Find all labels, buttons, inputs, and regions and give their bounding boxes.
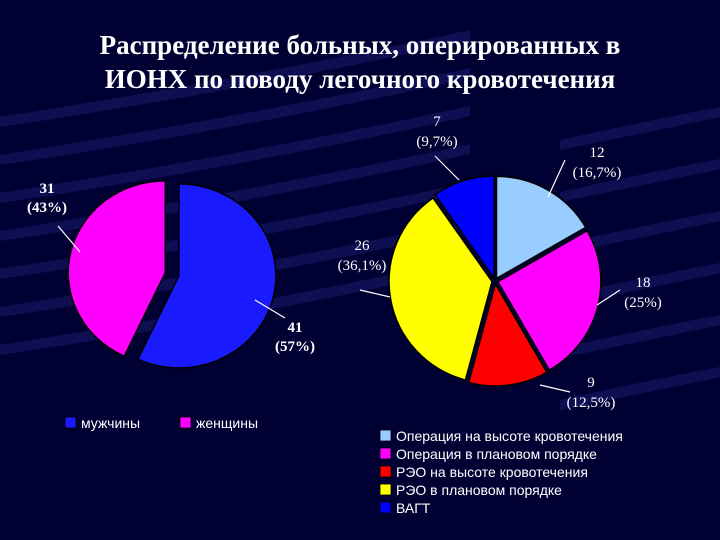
legend-swatch <box>379 447 392 460</box>
procedure-slice-value-label: 7 <box>433 114 441 130</box>
procedure-slice-1 <box>496 229 602 372</box>
legend-swatch <box>379 483 392 496</box>
gender-slice-value-label: 31 <box>40 181 55 197</box>
legend-swatch <box>379 501 392 514</box>
gender-leader-line <box>57 225 81 253</box>
legend-swatch <box>379 429 392 442</box>
procedure-slice-percent-label: (9,7%) <box>416 134 457 150</box>
background-stripe <box>560 158 720 202</box>
gender-pie-labels: 41 (57%) 31 (43%) <box>27 181 315 355</box>
procedure-slice-percent-label: (25%) <box>624 295 662 311</box>
procedure-slice-value-label: 26 <box>355 238 371 254</box>
legend-swatch <box>179 416 192 429</box>
background-stripe <box>560 314 720 358</box>
background-stripe <box>0 106 470 204</box>
procedure-slice-value-label: 9 <box>587 375 595 391</box>
procedure-slice-percent-label: (16,7%) <box>573 165 622 181</box>
procedure-slice-0 <box>495 175 587 280</box>
procedure-slice-value-label: 12 <box>590 145 605 161</box>
procedure-slice-percent-label: (12,5%) <box>567 395 616 411</box>
gender-leader-line <box>254 299 286 319</box>
slide-title-line-1: Распределение больных, оперированных в <box>99 30 621 60</box>
legend-label: Операция в плановом порядке <box>396 446 597 462</box>
legend-label: ВАГТ <box>396 500 431 516</box>
legend-swatch <box>379 465 392 478</box>
background-stripe <box>0 68 470 166</box>
legend-label: женщины <box>196 415 258 431</box>
procedure-slice-percent-label: (36,1%) <box>338 258 387 274</box>
legend-label: РЭО на высоте кровотечения <box>396 464 588 480</box>
slide-title-line-2: ИОНХ по поводу легочного кровотечения <box>104 64 616 94</box>
procedure-leader-line <box>359 289 391 298</box>
legend-label: мужчины <box>81 415 140 431</box>
procedure-slice-3 <box>388 196 493 381</box>
procedure-slice-4 <box>433 175 495 281</box>
gender-pie-legend: мужчины женщины <box>64 415 258 431</box>
gender-slice-0 <box>136 183 277 369</box>
gender-pie-chart <box>67 180 277 369</box>
procedure-leader-line <box>596 289 621 306</box>
procedure-pie-labels: 12 (16,7%) 18 (25%) 9 (12,5%) 26 (36,1%) 7 (9,7%) <box>338 114 662 411</box>
legend-label: РЭО в плановом порядке <box>396 482 562 498</box>
legend-label: Операция на высоте кровотечения <box>396 428 623 444</box>
legend-swatch <box>64 416 77 429</box>
gender-slice-percent-label: (57%) <box>275 339 315 355</box>
procedure-slice-2 <box>467 282 548 387</box>
background-stripe <box>0 30 470 128</box>
background-stripe <box>560 210 720 254</box>
background-stripe <box>560 366 720 410</box>
procedure-pie-legend: Операция на высоте кровотечения Операция … <box>379 428 623 516</box>
procedure-leader-line <box>547 159 566 198</box>
gender-slice-percent-label: (43%) <box>27 200 67 216</box>
procedure-pie-chart <box>388 175 602 387</box>
gender-slice-value-label: 41 <box>288 320 303 336</box>
gender-slice-1 <box>67 180 166 358</box>
background-stripe <box>560 106 720 150</box>
procedure-leader-line <box>434 155 460 181</box>
procedure-leader-line <box>539 384 571 393</box>
procedure-slice-value-label: 18 <box>636 275 651 291</box>
